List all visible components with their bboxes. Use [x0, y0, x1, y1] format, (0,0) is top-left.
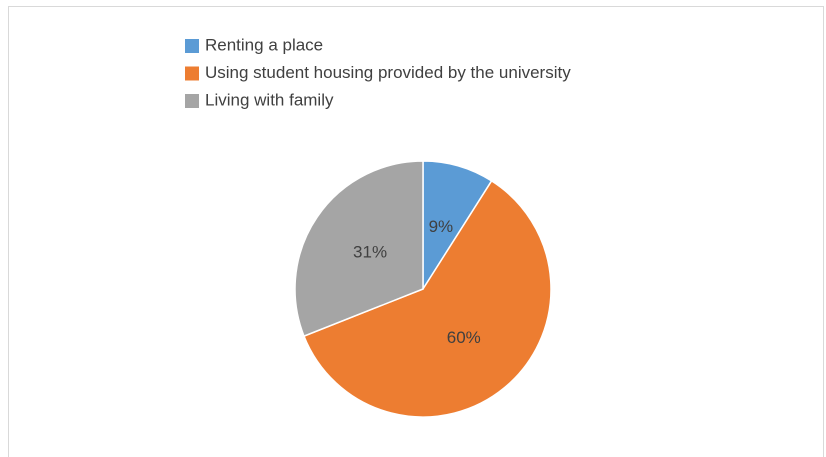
legend-label: Using student housing provided by the un…	[205, 63, 571, 82]
pie-slice	[294, 160, 424, 338]
legend-swatch	[185, 94, 199, 108]
legend-label: Living with family	[205, 90, 334, 109]
data-label: 31%	[353, 243, 387, 262]
legend-label: Renting a place	[205, 35, 323, 54]
legend-swatch	[185, 39, 199, 53]
pie-slice	[303, 179, 552, 418]
legend-swatch	[185, 66, 199, 81]
data-label: 60%	[447, 328, 481, 347]
data-label: 9%	[429, 217, 454, 236]
